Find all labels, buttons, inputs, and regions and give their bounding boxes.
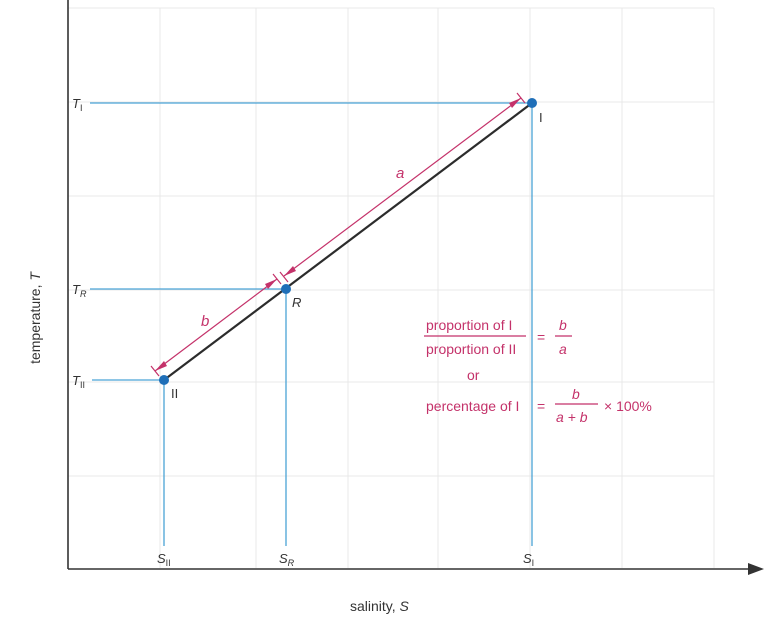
point-II-marker [159,375,169,385]
guide-lines [90,102,533,546]
x-axis-arrowhead [748,563,764,575]
ratio-equals: = [537,329,545,345]
arrowhead-a-lower [284,266,296,276]
ratio-frac-bottom: a [559,341,567,357]
times-100: × 100% [604,398,652,414]
point-I-marker [527,98,537,108]
pct-frac-bottom: a + b [556,409,588,425]
tick-S-R: SR [279,551,295,568]
tick-T-R: TR [72,282,87,299]
dimension-b-label: b [201,313,209,330]
ratio-numerator: proportion of I [426,317,512,333]
tick-T-I: TI [72,96,82,113]
point-R-label: R [292,295,301,310]
or-text: or [467,367,480,383]
tick-T-II: TII [72,373,85,390]
y-axis-title: temperature, T [27,271,43,364]
point-I-label: I [539,110,543,125]
tick-S-II: SII [157,551,171,568]
point-R-marker [281,284,291,294]
percentage-equals: = [537,398,545,414]
axes [67,0,752,570]
grid [68,7,715,568]
tick-S-I: SI [523,551,534,568]
dimension-a [279,92,526,283]
formula-block: proportion of I proportion of II = b a o… [424,317,652,425]
percentage-label: percentage of I [426,398,519,414]
arrowhead-a-upper [509,98,521,108]
point-II-label: II [171,386,178,401]
arrowhead-b-lower [155,361,167,371]
arrowhead-b-upper [265,279,277,289]
mixing-line [163,102,533,381]
ratio-frac-top: b [559,317,567,333]
pct-frac-top: b [572,386,580,402]
ratio-denominator: proportion of II [426,341,516,357]
x-axis-title: salinity, S [350,598,410,614]
dimension-a-label: a [396,165,404,182]
